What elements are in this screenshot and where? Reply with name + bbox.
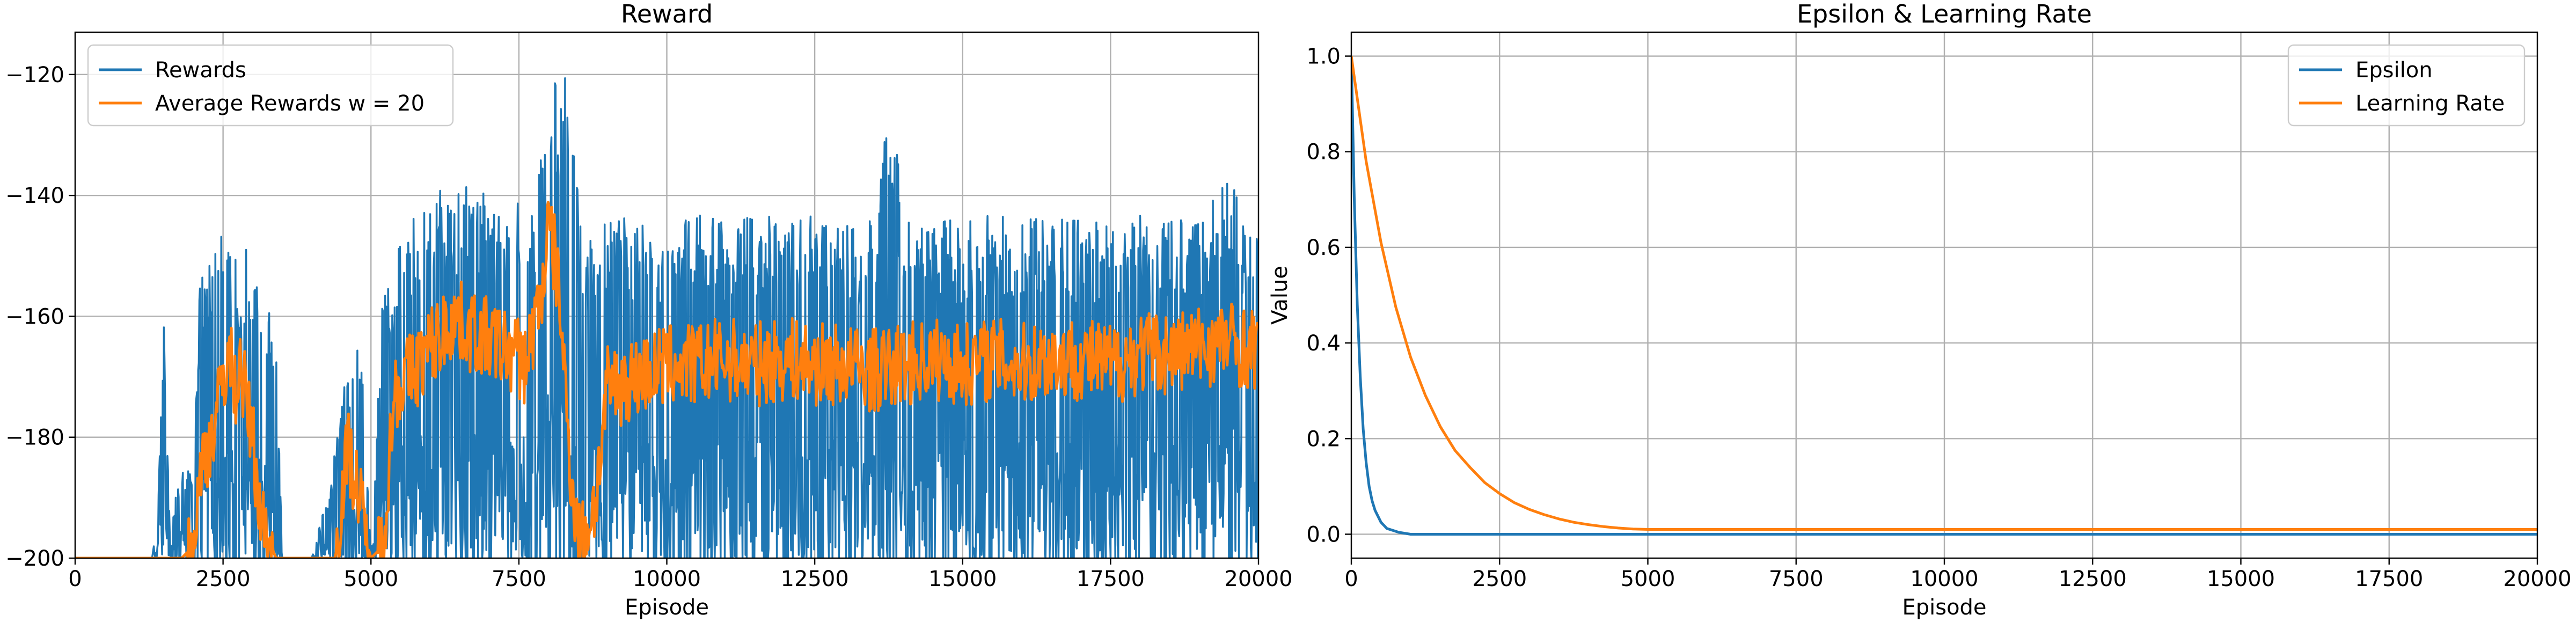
x-tick-label: 17500 xyxy=(1077,567,1145,591)
legend: Rewards Average Rewards w = 20 xyxy=(87,44,454,127)
x-tick-label: 12500 xyxy=(2059,567,2127,591)
x-tick-label: 7500 xyxy=(492,567,546,591)
chart-title: Epsilon & Learning Rate xyxy=(1797,0,2092,28)
x-tick-label: 10000 xyxy=(633,567,701,591)
x-axis-label: Episode xyxy=(1902,595,1986,620)
x-tick-label: 5000 xyxy=(1621,567,1675,591)
series-line-2 xyxy=(1351,56,2537,531)
legend-box xyxy=(87,44,454,127)
y-tick-label: 1.0 xyxy=(1306,45,1341,69)
series-line-1 xyxy=(1351,56,2537,536)
chart-title: Reward xyxy=(621,0,713,28)
plot-area xyxy=(75,77,1258,558)
chart-panel-2: 0 2500 5000 7500 10000 12500 15000 17500 20000 0.… xyxy=(1268,0,2572,620)
y-tick-label: 0.2 xyxy=(1306,427,1341,451)
x-tick-label: 0 xyxy=(68,567,82,591)
legend-box xyxy=(2287,44,2526,127)
x-tick-label: 2500 xyxy=(1472,567,1527,591)
y-tick-label: 0.8 xyxy=(1306,140,1341,165)
x-tick-label: 20000 xyxy=(1224,567,1292,591)
x-tick-label: 20000 xyxy=(2503,567,2571,591)
chart-panel-1: 0 2500 5000 7500 10000 12500 15000 17500 20000 −2… xyxy=(5,0,1293,620)
x-tick-label: 17500 xyxy=(2355,567,2423,591)
plot-area xyxy=(1351,56,2537,536)
legend-label-2: Average Rewards w = 20 xyxy=(155,91,425,116)
legend-label-2: Learning Rate xyxy=(2355,91,2505,116)
y-tick-label: −180 xyxy=(5,426,64,450)
y-tick-label: 0.4 xyxy=(1306,331,1341,356)
x-tick-label: 5000 xyxy=(343,567,398,591)
x-tick-label: 10000 xyxy=(1910,567,1978,591)
legend: Epsilon Learning Rate xyxy=(2287,44,2526,127)
legend-label-1: Epsilon xyxy=(2355,58,2433,83)
y-tick-label: −200 xyxy=(5,546,64,571)
y-axis-label: Value xyxy=(1268,266,1292,325)
series-line-2 xyxy=(75,201,1258,558)
x-axis-label: Episode xyxy=(625,595,709,620)
y-tick-label: −140 xyxy=(5,184,64,208)
x-tick-label: 15000 xyxy=(2207,567,2275,591)
y-tick-label: 0.6 xyxy=(1306,236,1341,260)
y-tick-label: 0.0 xyxy=(1306,522,1341,547)
series-line-1 xyxy=(75,77,1258,558)
y-tick-label: −120 xyxy=(5,63,64,87)
legend-label-1: Rewards xyxy=(155,58,246,83)
x-tick-label: 12500 xyxy=(781,567,849,591)
x-tick-label: 0 xyxy=(1344,567,1358,591)
y-tick-label: −160 xyxy=(5,304,64,329)
x-tick-label: 2500 xyxy=(196,567,251,591)
x-tick-label: 15000 xyxy=(928,567,997,591)
x-tick-label: 7500 xyxy=(1769,567,1824,591)
